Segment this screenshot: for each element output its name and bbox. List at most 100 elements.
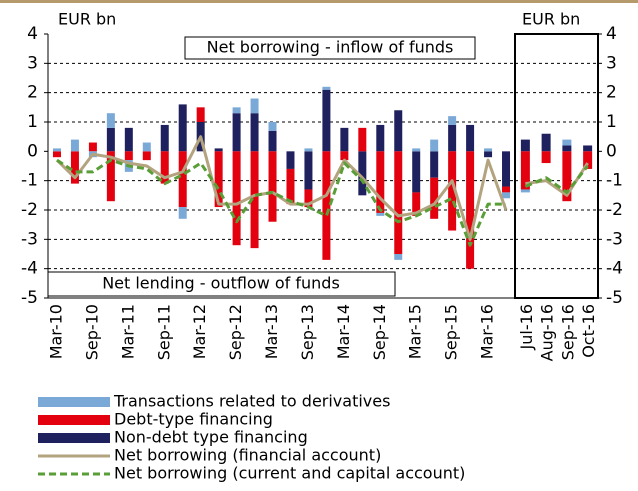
y-tick-label: -1 — [606, 171, 623, 191]
bar — [484, 148, 493, 152]
x-tick-label: Mar-16 — [478, 304, 497, 359]
bar — [232, 113, 241, 152]
y-tick-label: -5 — [21, 288, 38, 308]
bar — [88, 142, 97, 152]
legend-swatch — [38, 397, 110, 407]
bar — [394, 151, 403, 254]
bar — [466, 151, 475, 269]
x-tick-label: Mar-12 — [190, 304, 209, 359]
bar — [394, 254, 403, 260]
x-tick-label: Oct-16 — [579, 304, 598, 358]
legend-label: Net borrowing (financial account) — [114, 446, 381, 465]
legend-label: Non-debt type financing — [114, 428, 308, 447]
bar — [448, 151, 457, 231]
bar — [214, 151, 223, 208]
legend-swatch — [38, 415, 110, 425]
bar — [484, 151, 493, 158]
annotation-box — [184, 36, 476, 60]
bar — [562, 145, 572, 152]
bar — [448, 116, 457, 125]
bar — [430, 177, 439, 219]
bar — [232, 151, 241, 246]
bar — [520, 151, 530, 190]
x-tick-label: Sep-11 — [154, 304, 173, 360]
bar — [142, 142, 151, 152]
y-tick-label: 1 — [27, 112, 38, 132]
bar — [502, 186, 511, 193]
legend-swatch — [38, 433, 110, 443]
y-tick-label: 0 — [27, 141, 38, 161]
x-tick-label: Sep-10 — [82, 304, 101, 360]
bar — [106, 151, 115, 202]
bar — [376, 212, 385, 216]
x-tick-label: Aug-16 — [538, 304, 557, 361]
top-rule — [0, 0, 638, 3]
bar — [358, 151, 367, 196]
y-tick-label: 0 — [606, 141, 617, 161]
bar — [178, 151, 187, 208]
bar — [520, 139, 530, 152]
bar — [250, 98, 259, 114]
bar — [412, 148, 421, 152]
y-tick-label: 1 — [606, 112, 617, 132]
bar — [196, 107, 205, 122]
bar — [322, 151, 331, 260]
bar — [106, 127, 115, 152]
bar — [250, 151, 259, 249]
y-tick-label: 2 — [27, 83, 38, 103]
bar — [70, 151, 79, 184]
bar — [394, 110, 403, 152]
bar — [430, 151, 439, 178]
bar — [286, 151, 295, 169]
x-tick-label: Mar-15 — [406, 304, 425, 359]
bar — [268, 122, 277, 131]
x-tick-label: Sep-13 — [298, 304, 317, 360]
bar — [52, 148, 61, 152]
bar — [178, 207, 187, 219]
bar — [562, 139, 572, 146]
x-tick-label: Sep-12 — [226, 304, 245, 360]
bar — [358, 127, 367, 152]
y-tick-label: -2 — [606, 200, 623, 220]
x-tick-label: Mar-11 — [118, 304, 137, 359]
bar — [376, 151, 385, 213]
y-tick-label: -4 — [21, 259, 38, 279]
bar — [70, 139, 79, 152]
bar — [502, 192, 511, 199]
bar — [541, 151, 551, 164]
bar — [448, 124, 457, 152]
bar — [232, 107, 241, 114]
bar — [562, 151, 572, 202]
bar — [268, 151, 277, 222]
bar — [124, 151, 133, 161]
bar — [106, 113, 115, 128]
y-axis-label: EUR bn — [58, 10, 116, 29]
x-tick-label: Mar-10 — [46, 304, 65, 359]
y-tick-label: -3 — [21, 229, 38, 249]
y-axis-label: EUR bn — [522, 10, 580, 29]
y-tick-label: 4 — [606, 24, 617, 44]
bar — [322, 89, 331, 152]
bar — [583, 151, 593, 169]
x-tick-label: Sep-14 — [370, 304, 389, 360]
bar — [340, 127, 349, 152]
annotation: Net lending - outflow of funds — [102, 274, 340, 293]
bar — [250, 113, 259, 152]
bar — [268, 130, 277, 152]
y-tick-label: 3 — [27, 53, 38, 73]
y-tick-label: 3 — [606, 53, 617, 73]
line — [524, 165, 589, 194]
bar — [304, 151, 313, 190]
bar — [376, 124, 385, 152]
x-tick-label: Sep-16 — [558, 304, 577, 360]
line — [56, 158, 507, 247]
y-tick-label: -3 — [606, 229, 623, 249]
bar — [412, 151, 421, 193]
bar — [412, 192, 421, 216]
bar — [142, 151, 151, 161]
bar — [304, 148, 313, 152]
y-tick-label: 2 — [606, 83, 617, 103]
bar — [178, 104, 187, 152]
bar — [160, 124, 169, 152]
